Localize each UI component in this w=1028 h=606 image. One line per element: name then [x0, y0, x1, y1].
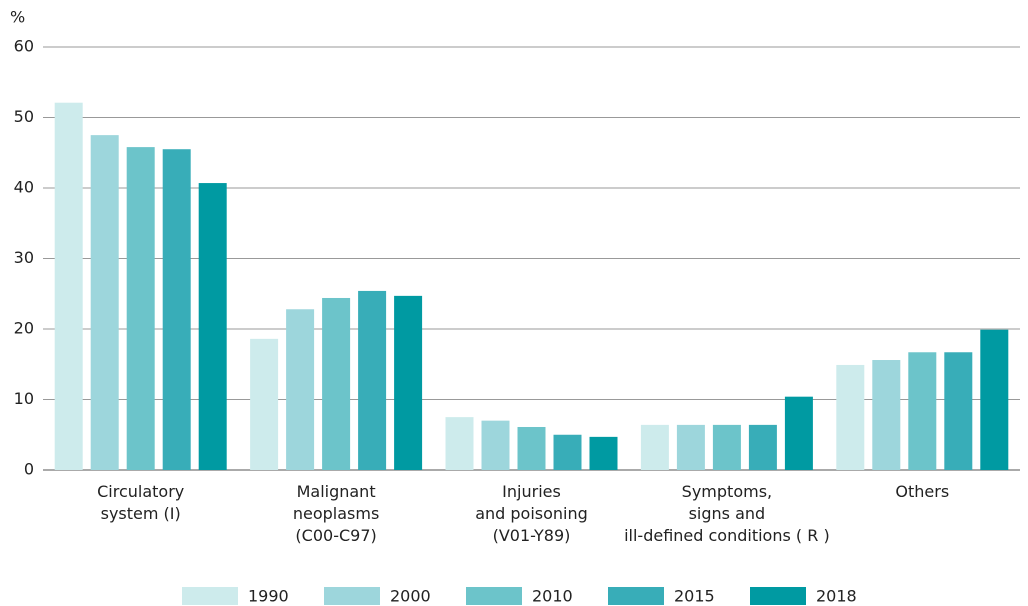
bar	[394, 295, 423, 470]
legend-swatch	[750, 587, 806, 605]
y-tick-label: 20	[14, 319, 34, 338]
bar	[748, 424, 777, 470]
x-tick-label: Others	[895, 482, 949, 501]
legend-swatch	[608, 587, 664, 605]
y-tick-label: 50	[14, 107, 34, 126]
bar	[908, 352, 937, 470]
bar	[944, 352, 973, 470]
bar	[250, 338, 279, 470]
bar	[481, 420, 510, 470]
y-tick-label: 60	[14, 37, 34, 56]
bar	[712, 424, 741, 470]
bar	[162, 149, 191, 470]
bar	[553, 434, 582, 470]
legend-swatch	[182, 587, 238, 605]
x-tick-label: Malignant neoplasms (C00-C97)	[293, 482, 379, 545]
bar	[980, 329, 1009, 470]
bar	[322, 297, 351, 470]
bar	[445, 417, 474, 470]
y-tick-label: 40	[14, 178, 34, 197]
legend-label: 2015	[674, 587, 715, 606]
legend-swatch	[324, 587, 380, 605]
legend-label: 2018	[816, 587, 857, 606]
bar	[589, 436, 618, 470]
bar	[784, 396, 813, 470]
bar	[54, 102, 83, 470]
bar	[358, 290, 387, 470]
bar	[640, 424, 669, 470]
x-tick-label: Symptoms, signs and ill-defined conditions…	[624, 482, 830, 545]
legend-label: 2010	[532, 587, 573, 606]
y-tick-label: 10	[14, 389, 34, 408]
bar	[126, 147, 155, 471]
bar	[836, 364, 865, 470]
legend-swatch	[466, 587, 522, 605]
bar	[872, 360, 901, 470]
y-tick-label: 30	[14, 248, 34, 267]
legend-label: 2000	[390, 587, 431, 606]
y-tick-label: 0	[24, 460, 34, 479]
x-tick-label: Injuries and poisoning (V01-Y89)	[475, 482, 588, 545]
bar	[517, 426, 546, 470]
bar	[676, 424, 705, 470]
x-tick-label: Circulatory system (I)	[97, 482, 184, 523]
y-axis-label: %	[10, 8, 25, 27]
bar	[286, 309, 315, 470]
legend-label: 1990	[248, 587, 289, 606]
bar	[90, 135, 119, 470]
bar	[198, 183, 227, 470]
